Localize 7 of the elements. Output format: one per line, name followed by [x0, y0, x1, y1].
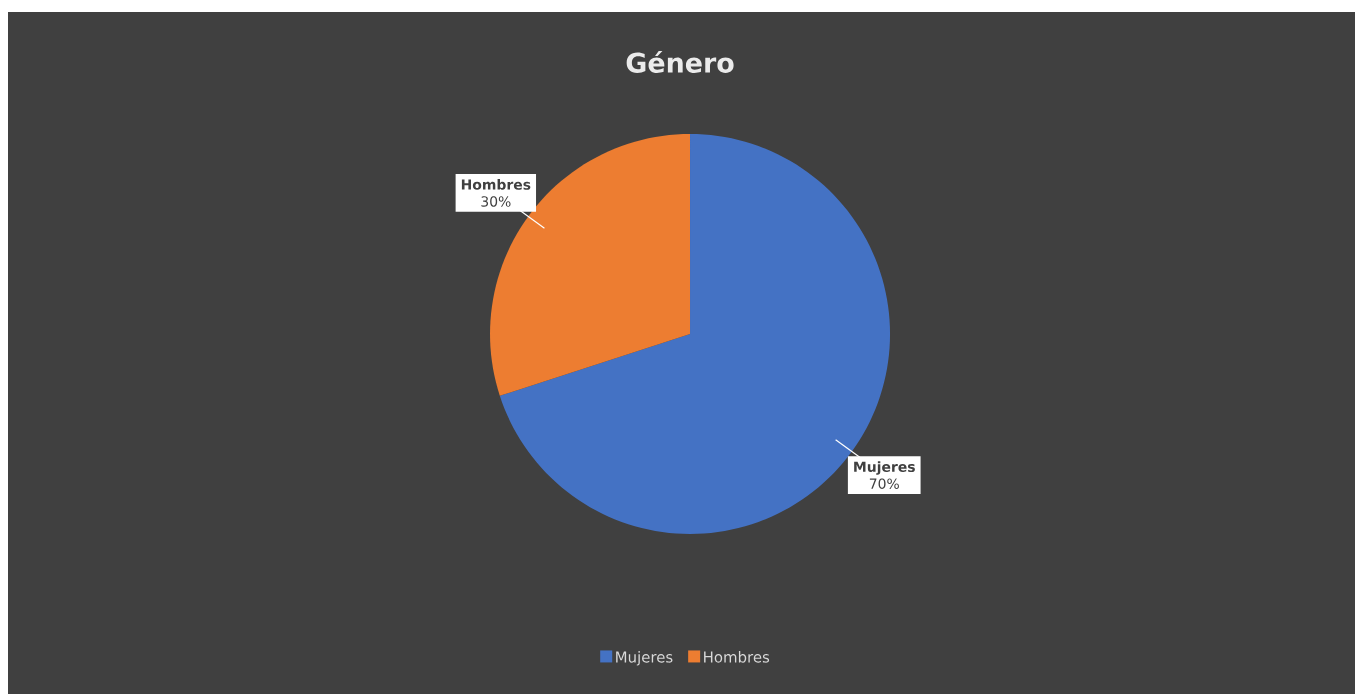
data-label: 30%	[481, 196, 511, 207]
chart-title: Género	[626, 51, 734, 73]
data-label: 70%	[869, 478, 899, 489]
legend-label: Mujeres	[616, 651, 673, 666]
slice-label: Mujeres	[854, 461, 915, 475]
slice-label: Hombres	[461, 179, 531, 190]
legend-label: Hombres	[704, 651, 770, 663]
